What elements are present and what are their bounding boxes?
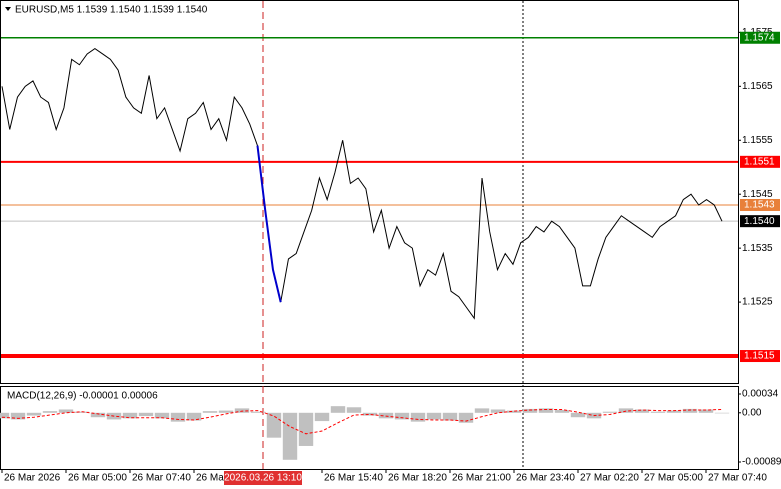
macd-bar: [410, 412, 426, 422]
macd-bar: [426, 412, 442, 420]
price-line: [1, 47, 723, 320]
x-tick-label: 27 Mar 05:00: [644, 473, 703, 484]
macd-bar: [602, 411, 618, 413]
macd-bar: [538, 408, 554, 413]
y-tick-label: 1.1555: [742, 135, 773, 146]
macd-bar: [634, 409, 650, 413]
macd-bar: [58, 409, 74, 413]
macd-panel-border: [0, 386, 739, 470]
symbol-marker: [5, 7, 11, 11]
macd-bar: [186, 412, 202, 421]
level-price-label: 1.1574: [744, 32, 775, 43]
level-price-box: [740, 155, 780, 168]
macd-bar: [138, 412, 154, 417]
macd-bar: [522, 408, 538, 413]
macd-bar: [298, 412, 314, 446]
level-price-box: [740, 31, 780, 44]
x-tick-label: 26 Mar 2026: [4, 473, 61, 484]
macd-bar: [570, 412, 586, 418]
level-price-box: [740, 215, 780, 228]
macd-bar: [10, 412, 26, 420]
x-tick-label: 26 Mar 07:40: [132, 473, 191, 484]
macd-bar: [714, 412, 730, 414]
macd-bar: [26, 412, 42, 416]
macd-bar: [474, 408, 490, 413]
macd-bar: [250, 411, 266, 413]
level-price-label: 1.1540: [744, 216, 775, 227]
macd-bar: [490, 409, 506, 413]
macd-bar: [234, 408, 250, 413]
chart-title: EURUSD,M5 1.1539 1.1540 1.1539 1.1540: [15, 5, 208, 16]
x-tick-label: 26 Mar 05:00: [68, 473, 127, 484]
macd-bar: [698, 409, 714, 413]
x-tick-label: 26 Mar 18:20: [388, 473, 447, 484]
macd-bar: [458, 412, 474, 423]
level-price-label: 1.1515: [744, 351, 775, 362]
signal-line: [1, 408, 723, 435]
macd-bar: [90, 412, 106, 418]
macd-bar: [314, 412, 330, 422]
cursor-time-box: [224, 471, 302, 485]
macd-bar: [170, 412, 186, 422]
macd-bar: [266, 412, 282, 438]
macd-bar: [154, 412, 170, 419]
macd-bar: [682, 408, 698, 413]
y-tick-label: 0.00034: [742, 389, 779, 400]
macd-bar: [74, 411, 90, 413]
macd-bar: [394, 412, 410, 420]
x-tick-label: 27 Mar 07:40: [708, 473, 767, 484]
level-price-box: [740, 198, 780, 211]
y-tick-label: 1.1545: [742, 189, 773, 200]
macd-bar: [42, 411, 58, 413]
y-tick-label: 1.1565: [742, 81, 773, 92]
macd-bar: [122, 412, 138, 419]
macd-bar: [618, 408, 634, 413]
level-price-label: 1.1543: [744, 200, 775, 211]
macd-bar: [0, 412, 10, 419]
x-tick-label: 26 Mar 23:40: [516, 473, 575, 484]
macd-bar: [650, 411, 666, 413]
y-tick-label: 1.1525: [742, 297, 773, 308]
y-tick-label: -0.00089: [742, 457, 781, 468]
x-tick-label: 27 Mar 02:20: [580, 473, 639, 484]
macd-bar: [202, 411, 218, 413]
x-tick-label: 26 Mar 21:00: [452, 473, 511, 484]
macd-bar: [282, 412, 298, 460]
price-line: [256, 145, 282, 303]
macd-bar: [362, 412, 378, 416]
macd-bar: [378, 412, 394, 419]
y-tick-label: 0.00: [742, 407, 762, 418]
x-tick-label: 26 Mar 15:40: [324, 473, 383, 484]
macd-title: MACD(12,26,9) -0.00001 0.00006: [7, 391, 158, 402]
y-tick-label: 1.1535: [742, 243, 773, 254]
price-panel-border: [0, 0, 739, 384]
macd-bar: [554, 410, 570, 413]
macd-bar: [666, 410, 682, 413]
level-price-box: [740, 350, 780, 363]
macd-bar: [218, 410, 234, 413]
level-price-label: 1.1551: [744, 156, 775, 167]
macd-bar: [330, 406, 346, 413]
macd-bar: [346, 407, 362, 413]
macd-bar: [506, 410, 522, 413]
macd-bar: [442, 412, 458, 421]
cursor-time-label: 2026.03.26 13:10: [224, 473, 302, 484]
